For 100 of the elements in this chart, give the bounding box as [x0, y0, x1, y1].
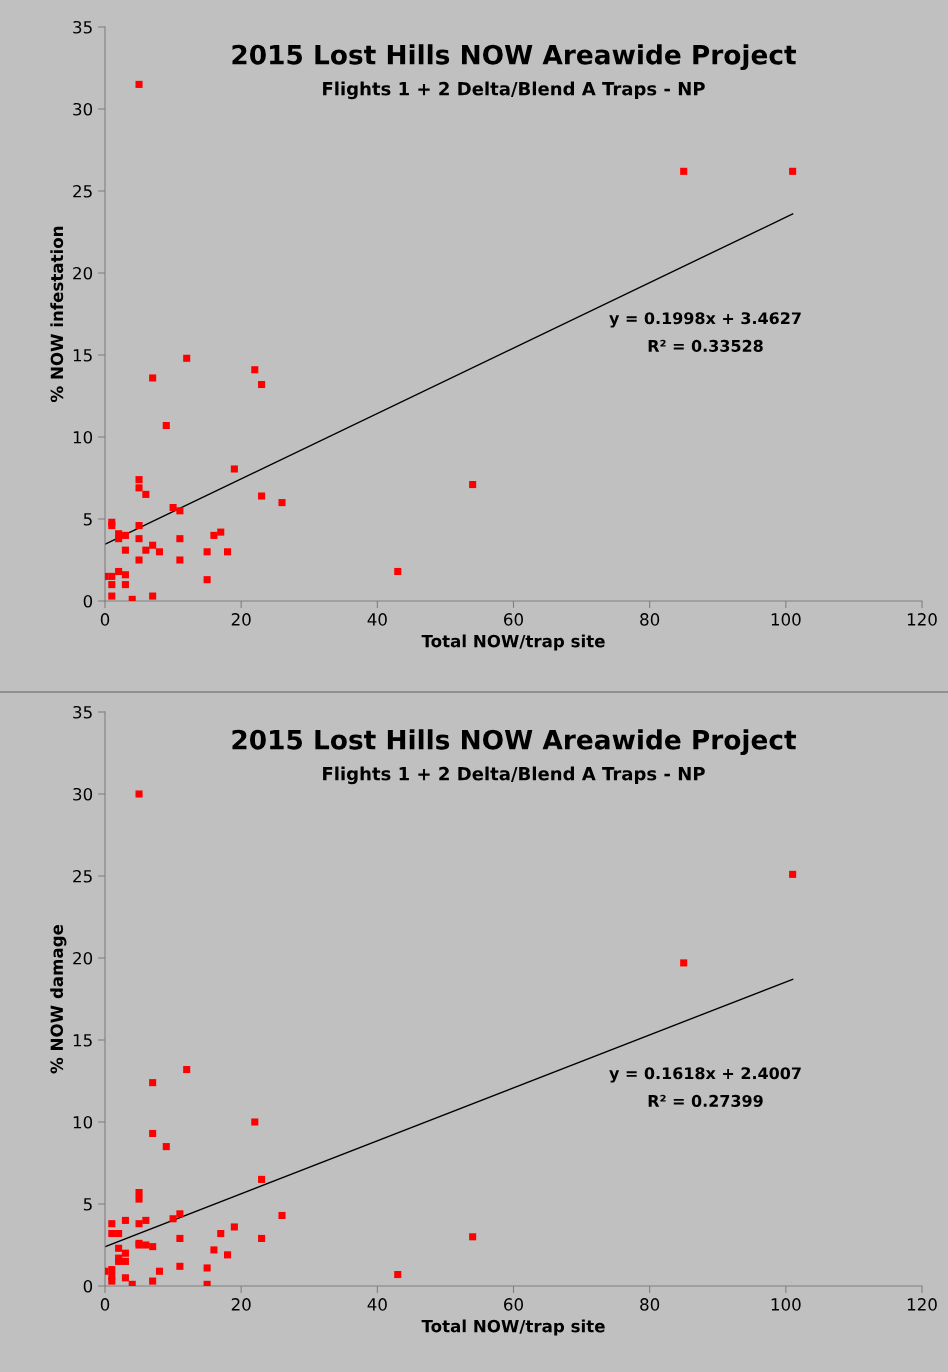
- y-tick-label: 0: [83, 594, 93, 608]
- point: [183, 1065, 191, 1074]
- point: [169, 503, 177, 512]
- annotation: R² = 0.27399: [648, 1094, 763, 1107]
- point: [121, 1257, 129, 1265]
- point: [108, 1277, 116, 1285]
- point: [394, 1270, 402, 1279]
- point: [680, 167, 688, 175]
- point: [121, 546, 129, 554]
- point: [135, 535, 143, 543]
- point: [203, 1264, 211, 1272]
- point: [128, 595, 136, 601]
- point: [135, 1195, 143, 1203]
- point: [121, 1216, 129, 1224]
- point: [176, 1262, 184, 1270]
- y-tick-label: 20: [73, 951, 93, 965]
- point: [394, 567, 402, 576]
- x-tick-label: 100: [771, 1298, 801, 1311]
- point: [203, 1280, 211, 1286]
- point: [135, 790, 143, 798]
- point: [108, 592, 116, 600]
- point: [108, 1229, 116, 1238]
- point: [217, 1229, 225, 1238]
- point: [176, 535, 184, 543]
- point: [115, 1229, 123, 1238]
- point: [108, 522, 116, 530]
- y-tick-label: 15: [73, 349, 92, 362]
- point: [469, 1233, 477, 1241]
- point: [278, 499, 286, 507]
- y-tick-label: 5: [83, 1198, 92, 1211]
- point: [121, 581, 129, 589]
- x-axis-title: Total NOW/trap site: [421, 634, 605, 651]
- y-tick-label: 25: [73, 184, 92, 198]
- x-tick-label: 60: [504, 613, 523, 626]
- x-tick-label: 0: [100, 1298, 110, 1311]
- point: [108, 581, 116, 589]
- annotation: R² = 0.33528: [648, 339, 763, 352]
- point: [203, 576, 211, 584]
- point: [135, 1188, 143, 1197]
- point: [135, 80, 143, 88]
- point: [108, 572, 116, 580]
- x-tick-label: 120: [907, 613, 937, 626]
- point: [108, 1266, 116, 1274]
- point: [176, 1210, 184, 1218]
- y-tick-label: 0: [83, 1279, 93, 1293]
- y-tick-label: 15: [73, 1034, 92, 1047]
- text: Flights 1 + 2 Delta/Blend A Traps - NP: [323, 81, 705, 100]
- point: [224, 548, 232, 556]
- y-tick-label: 5: [83, 513, 92, 526]
- point: [142, 1216, 150, 1224]
- point: [183, 354, 191, 362]
- point: [115, 567, 123, 576]
- point: [258, 492, 266, 500]
- point: [142, 1241, 150, 1249]
- point: [176, 507, 184, 515]
- point: [128, 1280, 136, 1286]
- y-tick-label: 10: [73, 430, 93, 444]
- point: [115, 1244, 123, 1252]
- x-tick-label: 100: [771, 613, 801, 626]
- text: Flights 1 + 2 Delta/Blend A Traps - NP: [323, 766, 705, 785]
- x-tick-label: 0: [100, 613, 110, 626]
- point: [149, 1277, 157, 1285]
- point: [176, 556, 184, 564]
- y-tick-label: 30: [73, 102, 93, 116]
- x-tick-label: 40: [367, 613, 387, 626]
- point: [121, 1274, 129, 1282]
- point: [169, 1215, 177, 1223]
- y-tick-label: 35: [73, 20, 92, 34]
- point: [210, 1246, 218, 1254]
- point: [115, 535, 123, 543]
- x-tick-label: 80: [640, 1298, 660, 1311]
- point: [155, 548, 164, 556]
- point: [142, 546, 150, 554]
- point: [135, 522, 143, 530]
- annotation: y = 0.1618x + 2.4007: [609, 1067, 801, 1083]
- y-axis-title: % NOW damage: [50, 924, 67, 1074]
- x-tick-label: 80: [640, 613, 660, 626]
- point: [217, 528, 225, 536]
- point: [469, 481, 477, 489]
- x-axis-title: Total NOW/trap site: [421, 1319, 605, 1336]
- point: [155, 1267, 164, 1275]
- annotation: y = 0.1998x + 3.4627: [609, 312, 801, 328]
- x-tick-label: 40: [367, 1298, 387, 1311]
- point: [162, 421, 170, 430]
- point: [224, 1251, 232, 1259]
- y-tick-label: 20: [73, 266, 93, 280]
- text: 2015 Lost Hills NOW Areawide Project: [232, 44, 797, 70]
- text: 2015 Lost Hills NOW Areawide Project: [232, 729, 797, 755]
- y-tick-label: 35: [73, 705, 92, 719]
- point: [135, 556, 143, 564]
- point: [258, 380, 266, 389]
- point: [251, 366, 259, 374]
- point: [230, 1223, 238, 1231]
- point: [251, 1118, 259, 1126]
- point: [278, 1211, 286, 1220]
- x-tick-label: 20: [231, 1298, 251, 1311]
- point: [135, 476, 143, 484]
- y-tick-label: 25: [73, 869, 92, 883]
- point: [149, 374, 157, 382]
- point: [258, 1175, 266, 1183]
